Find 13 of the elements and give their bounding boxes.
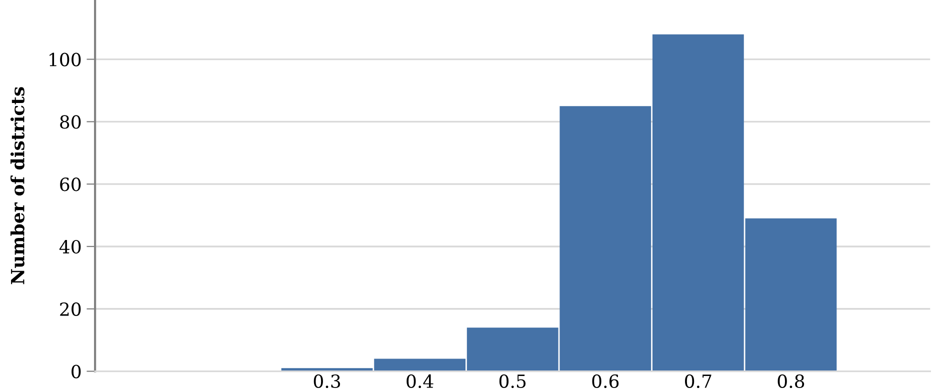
y-axis-title: Number of districts <box>10 87 24 284</box>
x-tick-label: 0.4 <box>406 374 434 388</box>
y-tick-label: 60 <box>60 178 81 192</box>
y-tick-label: 100 <box>50 52 81 66</box>
y-tick-label: 80 <box>60 115 81 129</box>
y-tick-label: 20 <box>60 302 81 316</box>
x-tick-label: 0.7 <box>685 374 712 388</box>
y-tick-label: 0 <box>72 364 81 378</box>
x-tick-label: 0.8 <box>778 374 804 388</box>
x-tick-label: 0.3 <box>314 374 340 388</box>
x-tick-label: 0.5 <box>499 374 526 388</box>
y-tick-label: 40 <box>59 240 81 254</box>
x-tick-label: 0.6 <box>592 374 619 388</box>
